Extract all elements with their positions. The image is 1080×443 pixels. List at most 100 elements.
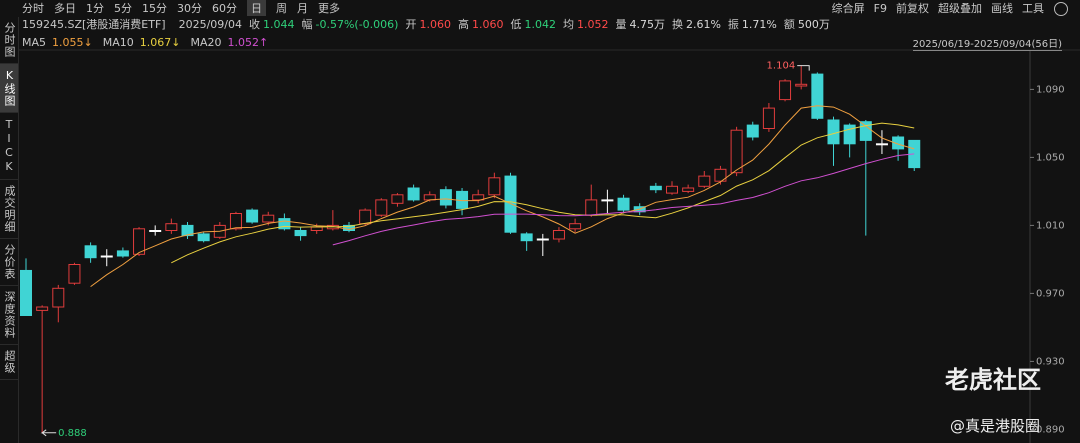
quote-value: 1.71% — [741, 18, 777, 31]
quote-item: 额 500万 — [784, 16, 830, 32]
quote-item: 高 1.060 — [458, 16, 504, 32]
quote-value: -0.57%(-0.006) — [315, 18, 399, 31]
candle-body — [730, 129, 743, 174]
candle-body — [746, 124, 759, 138]
candle-body — [84, 245, 97, 259]
period-tab[interactable]: 15分 — [142, 2, 167, 15]
candle-body — [278, 218, 291, 230]
quote-label: 额 — [783, 18, 795, 31]
side-tab[interactable]: K线图 — [0, 64, 18, 113]
quote-label: 振 — [727, 18, 739, 31]
candle-body — [488, 177, 501, 196]
quote-label: 收 — [249, 18, 260, 31]
candle-body — [892, 136, 905, 150]
candle-body — [649, 185, 662, 191]
candle-body — [472, 194, 485, 201]
candle-body — [536, 238, 549, 241]
candle-body — [294, 230, 307, 237]
candle-body — [779, 80, 792, 101]
candle-body — [68, 264, 81, 284]
quote-bar: 159245.SZ[港股通消费ETF] 2025/09/04 收 1.044 幅 -0.5… — [22, 16, 1080, 32]
ma-line — [171, 122, 915, 264]
period-tab[interactable]: 1分 — [86, 2, 104, 15]
period-tab[interactable]: 分时 — [22, 2, 44, 15]
candle-body — [520, 233, 533, 242]
y-tick-label: 0.890 — [1036, 424, 1065, 435]
candle-body — [666, 185, 678, 194]
period-tab[interactable]: 月 — [297, 2, 308, 15]
candle-body — [423, 194, 436, 201]
period-tab[interactable]: 60分 — [212, 2, 237, 15]
candle-body — [827, 119, 840, 145]
quote-value: 4.75万 — [629, 18, 665, 31]
quote-item: 幅 -0.57%(-0.006) — [302, 16, 399, 32]
quote-item: 均 1.052 — [563, 16, 609, 32]
tool-button[interactable]: 前复权 — [896, 2, 929, 15]
candle-body — [859, 121, 872, 141]
period-tab[interactable]: 5分 — [114, 2, 132, 15]
quote-item: 开 1.060 — [405, 16, 451, 32]
quote-value: 1.042 — [524, 18, 556, 31]
candle-body — [133, 228, 146, 255]
settings-icon[interactable] — [1054, 2, 1068, 16]
tool-button[interactable]: 工具 — [1022, 2, 1044, 15]
quote-label: 量 — [615, 18, 627, 31]
tool-button[interactable]: F9 — [873, 1, 887, 15]
candle-body — [875, 143, 888, 146]
candle-body — [504, 175, 517, 233]
candle-body — [36, 306, 49, 311]
candle-body — [359, 209, 372, 225]
candle-body — [52, 287, 65, 308]
ma-line — [332, 153, 915, 246]
side-tab[interactable]: 分时图 — [0, 17, 18, 64]
symbol: 159245.SZ[港股通消费ETF] — [22, 18, 166, 31]
quote-label: 开 — [405, 18, 417, 31]
quote-label: 幅 — [301, 18, 313, 31]
watermark-author: @真是港股圈 — [950, 417, 1041, 435]
y-tick-label: 0.970 — [1036, 288, 1065, 299]
side-tab[interactable]: 成交明细 — [0, 180, 18, 239]
period-tab[interactable]: 30分 — [177, 2, 202, 15]
candle-body — [197, 233, 210, 242]
tool-button[interactable]: 画线 — [991, 2, 1013, 15]
candle-body — [407, 187, 420, 201]
min-pointer — [40, 429, 57, 437]
side-tab[interactable]: 分价表 — [0, 239, 18, 286]
watermark-brand: 老虎社区 — [945, 366, 1041, 394]
quote-label: 换 — [671, 18, 683, 31]
tool-button[interactable]: 超级叠加 — [938, 2, 982, 15]
quote-label: 低 — [510, 18, 522, 31]
candle-body — [375, 199, 388, 216]
candle-body — [795, 83, 808, 87]
tool-bar: 综合屏 F9 前复权 超级叠加 画线 工具 — [832, 0, 1044, 16]
ma-value: 1.052↑ — [227, 35, 269, 49]
quote-value: 1.044 — [263, 18, 295, 31]
ma-value: 1.067↓ — [139, 35, 181, 49]
candle-body — [149, 230, 162, 232]
quote-value: 2.61% — [685, 18, 721, 31]
tool-button[interactable]: 综合屏 — [831, 2, 865, 15]
y-tick-label: 1.050 — [1036, 152, 1065, 163]
period-tab[interactable]: 多日 — [54, 2, 76, 15]
candle-body — [762, 107, 775, 129]
period-tab[interactable]: 更多 — [318, 2, 340, 15]
period-tab[interactable]: 日 — [247, 0, 266, 16]
candle-body — [617, 197, 630, 211]
candle-body — [391, 194, 404, 204]
quote-value: 1.052 — [576, 18, 609, 31]
y-tick-label: 0.930 — [1036, 356, 1065, 367]
max-pointer — [797, 65, 810, 71]
candle-body — [310, 226, 323, 232]
candle-body — [181, 224, 194, 237]
quote-item: 低 1.042 — [510, 16, 556, 32]
date-range[interactable]: 2025/06/19-2025/09/04(56日) — [912, 35, 1062, 51]
side-tab[interactable]: 超级 — [0, 345, 18, 380]
side-tab[interactable]: 深度资料 — [0, 286, 18, 345]
period-tab[interactable]: 周 — [276, 2, 287, 15]
side-tab[interactable]: TICK — [0, 113, 18, 180]
candle-body — [552, 230, 565, 240]
candle-body — [246, 209, 259, 223]
candle-body — [682, 187, 695, 192]
